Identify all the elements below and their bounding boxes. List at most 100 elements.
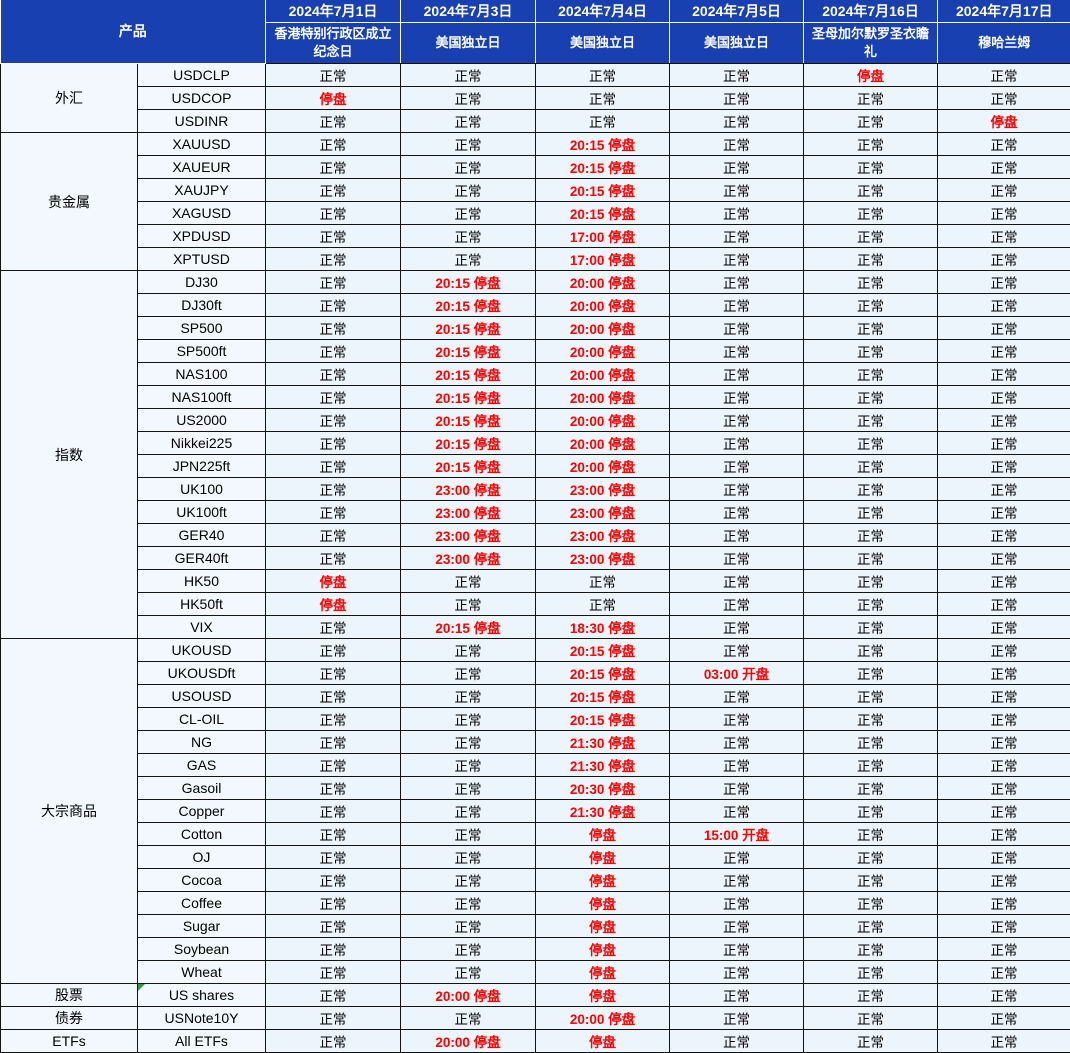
status-cell-normal: 正常 <box>266 547 401 570</box>
status-cell-alert: 停盘 <box>536 961 670 984</box>
status-cell-normal: 正常 <box>266 754 401 777</box>
status-cell-normal: 正常 <box>266 110 401 133</box>
status-cell-alert: 20:15 停盘 <box>401 432 536 455</box>
status-cell-normal: 正常 <box>938 64 1070 87</box>
status-cell-normal: 正常 <box>804 409 938 432</box>
header-date-jul4: 2024年7月4日 <box>536 0 670 23</box>
status-cell-alert: 停盘 <box>536 938 670 961</box>
status-cell-normal: 正常 <box>401 915 536 938</box>
header-date-jul5: 2024年7月5日 <box>670 0 804 23</box>
status-cell-normal: 正常 <box>938 708 1070 731</box>
status-cell-normal: 正常 <box>266 685 401 708</box>
product-cell: UKOUSD <box>138 639 266 662</box>
status-cell-normal: 正常 <box>670 754 804 777</box>
status-cell-normal: 正常 <box>804 271 938 294</box>
product-cell: UKOUSDft <box>138 662 266 685</box>
status-cell-normal: 正常 <box>804 179 938 202</box>
status-cell-alert: 20:00 停盘 <box>536 271 670 294</box>
status-cell-normal: 正常 <box>804 294 938 317</box>
status-cell-normal: 正常 <box>938 570 1070 593</box>
status-cell-alert: 23:00 停盘 <box>401 478 536 501</box>
status-cell-normal: 正常 <box>670 455 804 478</box>
status-cell-normal: 正常 <box>938 133 1070 156</box>
header-date-jul1: 2024年7月1日 <box>266 0 401 23</box>
status-cell-normal: 正常 <box>804 984 938 1007</box>
status-cell-normal: 正常 <box>804 478 938 501</box>
status-cell-normal: 正常 <box>804 685 938 708</box>
status-cell-normal: 正常 <box>804 455 938 478</box>
status-cell-normal: 正常 <box>670 386 804 409</box>
product-cell: US2000 <box>138 409 266 432</box>
product-cell: Coffee <box>138 892 266 915</box>
status-cell-alert: 20:00 停盘 <box>536 432 670 455</box>
status-cell-normal: 正常 <box>401 133 536 156</box>
status-cell-normal: 正常 <box>804 156 938 179</box>
status-cell-normal: 正常 <box>266 938 401 961</box>
status-cell-normal: 正常 <box>401 593 536 616</box>
status-cell-normal: 正常 <box>670 340 804 363</box>
status-cell-normal: 正常 <box>804 501 938 524</box>
status-cell-normal: 正常 <box>401 570 536 593</box>
status-cell-normal: 正常 <box>938 432 1070 455</box>
status-cell-normal: 正常 <box>266 708 401 731</box>
product-cell: NAS100 <box>138 363 266 386</box>
status-cell-normal: 正常 <box>804 340 938 363</box>
product-cell: HK50ft <box>138 593 266 616</box>
product-cell: XPDUSD <box>138 225 266 248</box>
status-cell-normal: 正常 <box>670 248 804 271</box>
status-cell-normal: 正常 <box>266 156 401 179</box>
status-cell-normal: 正常 <box>670 202 804 225</box>
status-cell-normal: 正常 <box>670 1030 804 1053</box>
status-cell-normal: 正常 <box>266 248 401 271</box>
status-cell-normal: 正常 <box>938 961 1070 984</box>
status-cell-normal: 正常 <box>266 225 401 248</box>
product-cell: Wheat <box>138 961 266 984</box>
status-cell-alert: 15:00 开盘 <box>670 823 804 846</box>
header-date-jul16: 2024年7月16日 <box>804 0 938 23</box>
status-cell-alert: 20:15 停盘 <box>401 386 536 409</box>
status-cell-normal: 正常 <box>804 593 938 616</box>
product-cell: HK50 <box>138 570 266 593</box>
product-cell: UK100 <box>138 478 266 501</box>
status-cell-normal: 正常 <box>266 478 401 501</box>
status-cell-normal: 正常 <box>670 501 804 524</box>
status-cell-normal: 正常 <box>670 616 804 639</box>
status-cell-alert: 停盘 <box>536 846 670 869</box>
status-cell-normal: 正常 <box>266 846 401 869</box>
status-cell-normal: 正常 <box>266 984 401 1007</box>
status-cell-normal: 正常 <box>670 409 804 432</box>
status-cell-normal: 正常 <box>670 731 804 754</box>
status-cell-normal: 正常 <box>401 869 536 892</box>
status-cell-normal: 正常 <box>670 1007 804 1030</box>
product-cell: Nikkei225 <box>138 432 266 455</box>
status-cell-normal: 正常 <box>938 685 1070 708</box>
status-cell-normal: 正常 <box>266 869 401 892</box>
status-cell-alert: 17:00 停盘 <box>536 225 670 248</box>
status-cell-normal: 正常 <box>401 179 536 202</box>
status-cell-normal: 正常 <box>938 501 1070 524</box>
status-cell-alert: 20:15 停盘 <box>401 363 536 386</box>
status-cell-normal: 正常 <box>938 547 1070 570</box>
status-cell-normal: 正常 <box>938 524 1070 547</box>
status-cell-alert: 20:15 停盘 <box>536 202 670 225</box>
status-cell-normal: 正常 <box>938 800 1070 823</box>
status-cell-normal: 正常 <box>670 915 804 938</box>
status-cell-normal: 正常 <box>266 1007 401 1030</box>
product-cell: XPTUSD <box>138 248 266 271</box>
status-cell-normal: 正常 <box>804 110 938 133</box>
status-cell-normal: 正常 <box>266 961 401 984</box>
category-cell: 外汇 <box>1 64 138 133</box>
status-cell-normal: 正常 <box>401 202 536 225</box>
